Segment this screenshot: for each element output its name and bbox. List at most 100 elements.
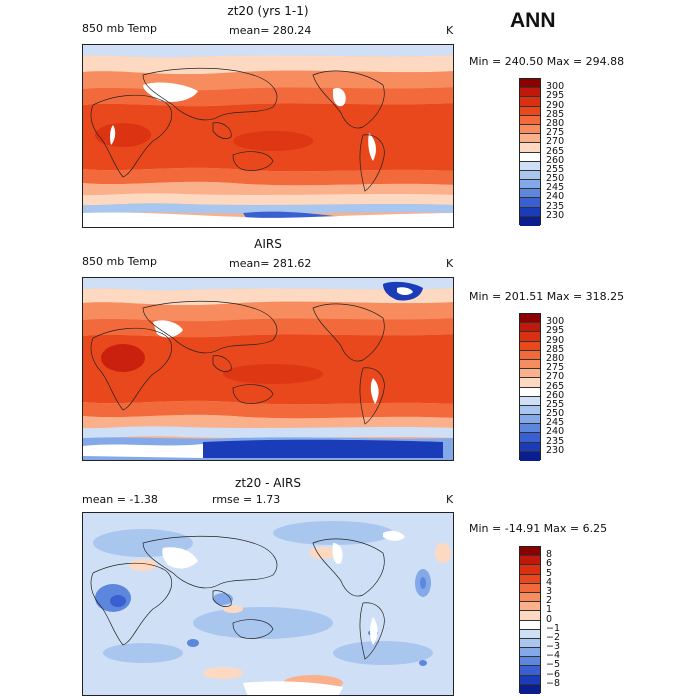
colorbar-swatch <box>520 189 540 199</box>
panel2-title: AIRS <box>254 237 282 251</box>
panel3-title: zt20 - AIRS <box>235 476 301 490</box>
colorbar-tick-label: 255 <box>546 163 565 175</box>
colorbar-tick-label: 300 <box>546 81 565 93</box>
colorbar-tick-label: 235 <box>546 435 565 447</box>
colorbar-swatch <box>520 415 540 425</box>
colorbar-tick-label: 285 <box>546 343 565 355</box>
colorbar-tick-label: −2 <box>546 631 561 643</box>
colorbar-tick-label: 275 <box>546 127 565 139</box>
panel2-variable-label: 850 mb Temp <box>82 255 158 268</box>
colorbar-tick-label: 250 <box>546 408 565 420</box>
panel2-unit-label: K <box>446 257 454 270</box>
colorbar-swatch <box>520 433 540 443</box>
colorbar-tick-label: 245 <box>546 182 565 194</box>
colorbar-tick-label: 290 <box>546 334 565 346</box>
colorbar-tick-label: −8 <box>546 677 561 689</box>
colorbar-swatch <box>520 115 540 125</box>
colorbar-tick-label: 6 <box>546 558 553 570</box>
panel1-title: zt20 (yrs 1-1) <box>227 4 309 18</box>
colorbar-tick-label: −3 <box>546 641 561 653</box>
colorbar-tick-label: 245 <box>546 417 565 429</box>
colorbar-swatch <box>520 602 540 612</box>
colorbar-swatch <box>520 424 540 434</box>
colorbar-tick-label: 275 <box>546 362 565 374</box>
colorbar-swatch <box>520 574 540 584</box>
panel3-rmse-label: rmse = 1.73 <box>212 493 281 506</box>
colorbar-tick-label: 240 <box>546 191 565 203</box>
panel3-colorbar-swatches <box>520 547 540 694</box>
colorbar-tick-label: 8 <box>546 549 553 561</box>
colorbar-swatch <box>520 198 540 208</box>
colorbar-swatch <box>520 451 540 461</box>
colorbar-swatch <box>520 666 540 676</box>
panel2-stats: Min = 201.51 Max = 318.25 <box>469 290 625 303</box>
colorbar-swatch <box>520 323 540 333</box>
colorbar-swatch <box>520 341 540 351</box>
colorbar-swatch <box>520 369 540 379</box>
panel3-colorbar <box>519 546 541 694</box>
colorbar-swatch <box>520 350 540 360</box>
colorbar-swatch <box>520 207 540 217</box>
colorbar-tick-label: −4 <box>546 650 561 662</box>
colorbar-swatch <box>520 547 540 557</box>
colorbar-swatch <box>520 170 540 181</box>
colorbar-tick-label: 5 <box>546 567 553 579</box>
panel2-colorbar-swatches <box>520 314 540 461</box>
colorbar-swatch <box>520 629 540 639</box>
colorbar-tick-label: 255 <box>546 398 565 410</box>
colorbar-swatch <box>520 556 540 566</box>
colorbar-swatch <box>520 620 540 630</box>
colorbar-swatch <box>520 134 540 144</box>
colorbar-swatch <box>520 332 540 342</box>
colorbar-tick-label: −5 <box>546 659 561 671</box>
colorbar-tick-label: 230 <box>546 209 565 221</box>
colorbar-swatch <box>520 143 540 153</box>
colorbar-swatch <box>520 180 540 190</box>
colorbar-swatch <box>520 675 540 685</box>
colorbar-swatch <box>520 684 540 694</box>
colorbar-tick-label: −1 <box>546 622 561 634</box>
colorbar-swatch <box>520 378 540 388</box>
colorbar-tick-label: 280 <box>546 117 565 129</box>
colorbar-swatch <box>520 405 540 416</box>
colorbar-tick-label: 270 <box>546 136 565 148</box>
season-label: ANN <box>510 9 556 32</box>
panel3-map <box>82 512 454 696</box>
panel3-stats: Min = -14.91 Max = 6.25 <box>469 522 608 535</box>
colorbar-tick-label: 280 <box>546 352 565 364</box>
colorbar-swatch <box>520 638 540 649</box>
panel2-map <box>82 277 454 461</box>
colorbar-tick-label: 235 <box>546 200 565 212</box>
colorbar-tick-label: 265 <box>546 145 565 157</box>
colorbar-tick-label: −6 <box>546 668 561 680</box>
colorbar-swatch <box>520 97 540 107</box>
panel1-stats: Min = 240.50 Max = 294.88 <box>469 55 625 68</box>
colorbar-swatch <box>520 216 540 226</box>
panel1-unit-label: K <box>446 24 454 37</box>
panel1-colorbar <box>519 78 541 226</box>
panel3-unit-label: K <box>446 493 454 506</box>
colorbar-tick-label: 2 <box>546 595 553 607</box>
colorbar-tick-label: 300 <box>546 316 565 328</box>
panel3-mean-label: mean = -1.38 <box>82 493 158 506</box>
colorbar-swatch <box>520 611 540 621</box>
colorbar-tick-label: 250 <box>546 173 565 185</box>
colorbar-tick-label: 0 <box>546 613 553 625</box>
colorbar-tick-label: 4 <box>546 576 553 588</box>
colorbar-swatch <box>520 396 540 406</box>
colorbar-swatch <box>520 657 540 667</box>
panel1-colorbar-swatches <box>520 79 540 226</box>
colorbar-tick-label: 240 <box>546 426 565 438</box>
colorbar-tick-label: 270 <box>546 371 565 383</box>
colorbar-tick-label: 290 <box>546 99 565 111</box>
colorbar-tick-label: 295 <box>546 90 565 102</box>
colorbar-swatch <box>520 583 540 593</box>
colorbar-swatch <box>520 106 540 116</box>
panel2-mean-label: mean= 281.62 <box>229 257 312 270</box>
colorbar-tick-label: 285 <box>546 108 565 120</box>
colorbar-tick-label: 230 <box>546 444 565 456</box>
panel1-mean-label: mean= 280.24 <box>229 24 312 37</box>
colorbar-tick-label: 265 <box>546 380 565 392</box>
panel2-colorbar <box>519 313 541 461</box>
colorbar-swatch <box>520 565 540 575</box>
